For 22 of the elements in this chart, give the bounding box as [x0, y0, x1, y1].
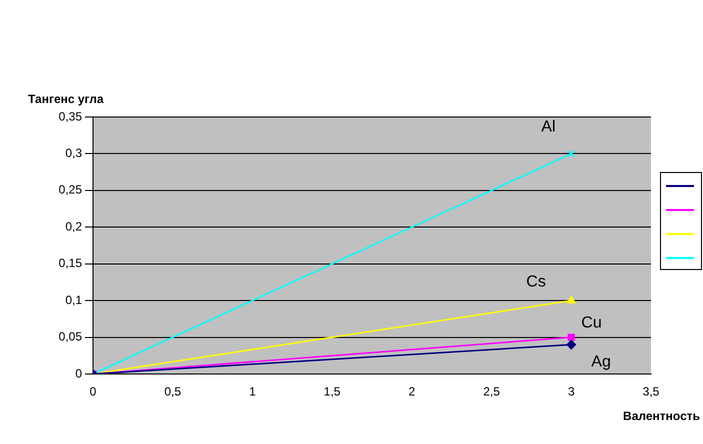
series-label: Cu	[581, 314, 602, 332]
series-label: Cs	[526, 274, 546, 291]
y-tick-label: 0,35	[58, 109, 82, 124]
x-tick-label: 1	[249, 384, 256, 399]
x-tick-label: 2,5	[483, 384, 500, 399]
y-axis-title: Тангенс угла	[28, 92, 104, 106]
series-label: Al	[541, 118, 556, 136]
x-tick-label: 0	[90, 384, 97, 399]
x-tick-label: 3,5	[642, 384, 660, 399]
x-tick-label: 3	[568, 384, 575, 399]
x-tick-label: 1,5	[324, 384, 341, 399]
y-tick-label: 0,15	[58, 256, 82, 270]
y-tick-label: 0,1	[65, 292, 82, 307]
series-label: Ag	[591, 354, 611, 371]
y-tick-label: 0,25	[58, 182, 82, 197]
x-axis-title: Валентность	[623, 409, 700, 423]
x-tick-label: 0,5	[164, 384, 182, 399]
y-tick-label: 0	[75, 366, 82, 380]
y-tick-label: 0,2	[65, 219, 82, 234]
x-tick-label: 2	[408, 384, 416, 399]
y-tick-label: 0,05	[58, 330, 82, 344]
y-tick-label: 0,3	[65, 146, 82, 160]
